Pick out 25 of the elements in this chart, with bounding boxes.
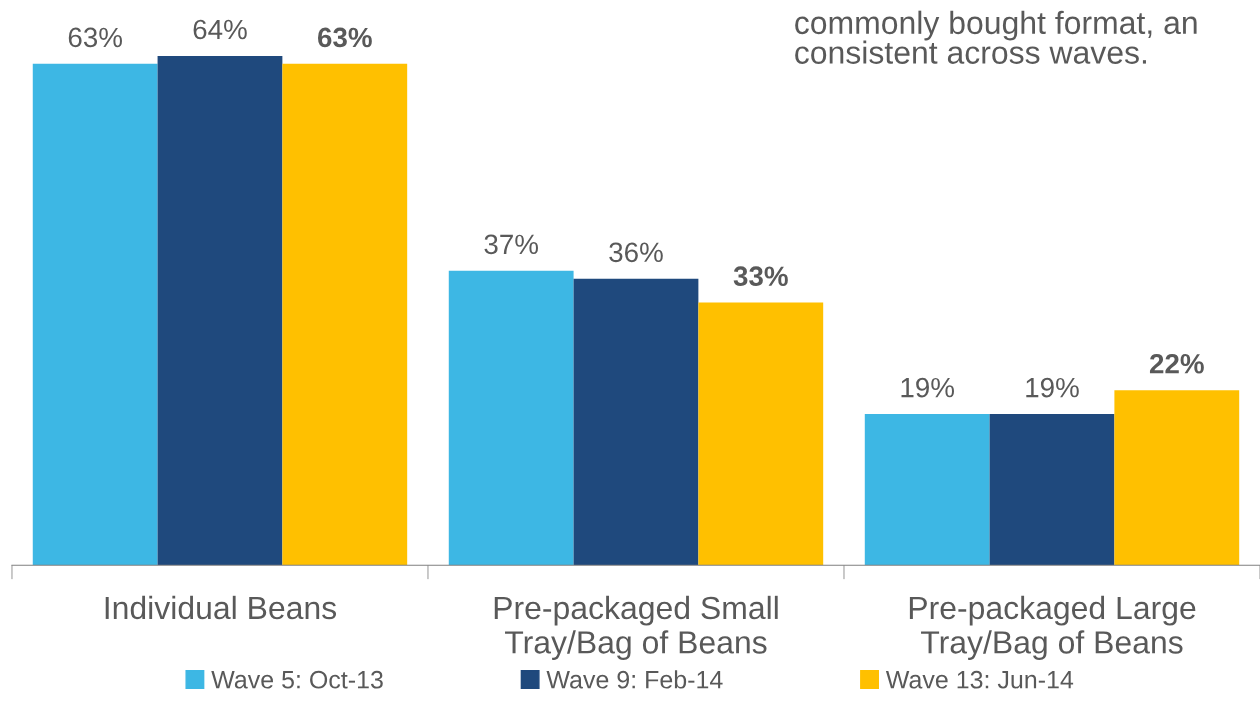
x-tick-label: Pre-packaged Large Tray/Bag of Beans [909, 595, 1196, 660]
data-label: 36% [609, 242, 663, 263]
legend-label: Wave 5: Oct-13 [211, 670, 383, 689]
bar [989, 414, 1115, 566]
bar [864, 414, 990, 566]
bar [157, 55, 283, 566]
data-label: 19% [1026, 377, 1079, 398]
annotation: commonly bought format, an consistent across waves. [795, 10, 1197, 64]
data-label: 22% [1149, 353, 1204, 374]
data-label: 33% [733, 266, 788, 287]
data-label: 37% [484, 234, 538, 255]
bar [448, 270, 574, 566]
bar [698, 302, 824, 566]
data-label: 19% [901, 377, 954, 398]
x-tick-label: Individual Beans [105, 595, 337, 620]
data-label: 63% [318, 27, 372, 48]
bar [282, 63, 408, 566]
bar [1114, 390, 1240, 566]
x-tick-label: Pre-packaged Small Tray/Bag of Beans [494, 595, 778, 660]
legend-label: Wave 13: Jun-14 [885, 670, 1074, 689]
bar [573, 278, 699, 566]
data-label: 64% [193, 19, 247, 40]
data-label: 63% [68, 27, 122, 48]
bar [32, 63, 158, 566]
legend-label: Wave 9: Feb-14 [546, 670, 723, 689]
